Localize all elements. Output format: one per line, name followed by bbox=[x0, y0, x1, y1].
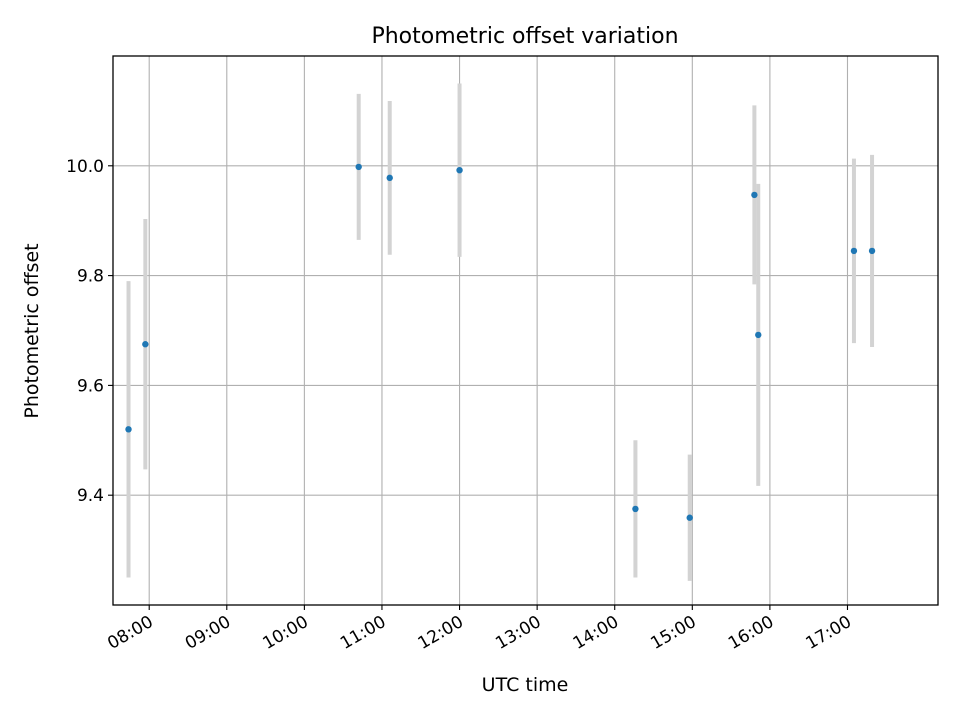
data-point bbox=[142, 341, 149, 348]
data-point bbox=[456, 166, 463, 174]
y-axis-label: Photometric offset bbox=[21, 243, 43, 418]
chart-title: Photometric offset variation bbox=[371, 24, 678, 49]
data-point bbox=[850, 247, 858, 255]
y-tick-label: 9.8 bbox=[77, 267, 104, 287]
x-tick-label: 08:00 bbox=[104, 612, 156, 654]
data-point bbox=[751, 191, 758, 199]
data-point bbox=[125, 426, 132, 433]
x-tick-label: 17:00 bbox=[803, 612, 855, 654]
plot-frame bbox=[112, 55, 939, 606]
y-tick-label: 10.0 bbox=[66, 157, 104, 177]
x-tick-label: 15:00 bbox=[647, 612, 699, 654]
data-point bbox=[355, 163, 362, 171]
x-tick-label: 09:00 bbox=[182, 612, 234, 654]
y-axis: 9.4 9.6 9.8 10.0 bbox=[66, 157, 113, 506]
data-point bbox=[755, 331, 762, 339]
data-point bbox=[686, 514, 693, 521]
x-tick-label: 13:00 bbox=[492, 612, 544, 654]
data-point bbox=[868, 247, 876, 255]
grid bbox=[113, 56, 938, 605]
data-point bbox=[632, 505, 639, 513]
y-tick-label: 9.4 bbox=[77, 486, 104, 506]
x-axis-label: UTC time bbox=[482, 674, 569, 696]
y-tick-label: 9.6 bbox=[77, 376, 104, 396]
x-tick-label: 11:00 bbox=[337, 612, 389, 654]
data-point bbox=[386, 174, 393, 182]
x-tick-label: 14:00 bbox=[570, 612, 622, 654]
x-axis: 08:00 09:00 10:00 11:00 12:00 13:00 14:00 15:00… bbox=[104, 605, 855, 654]
x-tick-label: 10:00 bbox=[259, 612, 311, 654]
x-tick-label: 12:00 bbox=[415, 612, 467, 654]
x-tick-label: 16:00 bbox=[725, 612, 777, 654]
error-bars bbox=[126, 83, 875, 581]
data-points bbox=[125, 163, 876, 521]
